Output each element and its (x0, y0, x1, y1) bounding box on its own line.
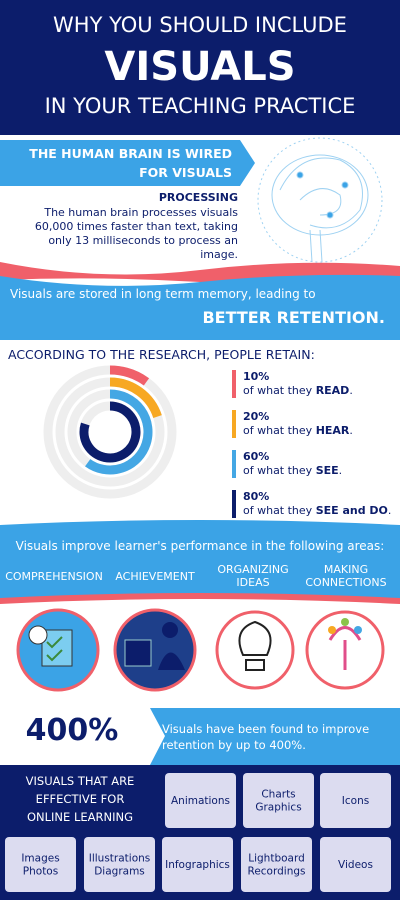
retention-text: of what they READ. (243, 384, 353, 397)
legend-bar (232, 410, 236, 438)
retention-text: of what they SEE and DO. (243, 504, 391, 517)
format-label: Videos (338, 859, 373, 871)
format-label: Illustrations (89, 853, 151, 865)
online-title: VISUALS THAT ARE (26, 774, 135, 788)
format-label: Lightboard (248, 853, 305, 865)
impact-figure: 400% (26, 713, 119, 748)
retention-emph: SEE and DO (316, 504, 388, 517)
area-label: CONNECTIONS (305, 576, 386, 589)
header-band (0, 0, 400, 135)
area-label: ORGANIZING (217, 563, 288, 576)
icons (28, 618, 362, 671)
area-label: ACHIEVEMENT (115, 570, 195, 583)
header-line: IN YOUR TEACHING PRACTICE (45, 94, 356, 118)
processing-text: image. (200, 248, 238, 261)
retention-value: 60% (243, 450, 269, 463)
area-label: MAKING (324, 563, 368, 576)
format-label: Images (21, 853, 59, 865)
impact-text: retention by up to 400%. (162, 738, 306, 752)
retention-post: . (339, 464, 343, 477)
retention-title: ACCORDING TO THE RESEARCH, PEOPLE RETAIN… (8, 347, 315, 362)
format-tile (165, 773, 236, 828)
retention-text: of what they HEAR. (243, 424, 353, 437)
legend-bar (232, 450, 236, 478)
online-title: ONLINE LEARNING (27, 810, 133, 824)
legend-bar (232, 370, 236, 398)
processing-text: The human brain processes visuals (43, 206, 238, 219)
ring-arc (109, 377, 162, 419)
format-tile (84, 837, 155, 892)
retention-post: . (388, 504, 392, 517)
performance-intro: Visuals improve learner's performance in… (16, 539, 385, 553)
retention-post: . (349, 424, 353, 437)
format-label: Photos (23, 866, 58, 878)
format-tile (162, 837, 233, 892)
retention-value: 10% (243, 370, 269, 383)
memory-emphasis: BETTER RETENTION. (202, 308, 385, 327)
format-tile (243, 773, 314, 828)
impact-text: Visuals have been found to improve (162, 722, 369, 736)
retention-emph: SEE (316, 464, 339, 477)
brain-graphic (257, 137, 383, 263)
memory-band (0, 274, 400, 340)
wave (0, 593, 400, 604)
legend-bar (232, 490, 236, 518)
retention-post: . (349, 384, 353, 397)
online-title: EFFECTIVE FOR (36, 792, 125, 806)
banner-arrow (0, 140, 255, 186)
banner-text: THE HUMAN BRAIN IS WIRED (29, 146, 232, 161)
retention-pre: of what they (243, 504, 316, 517)
retention-emph: HEAR (316, 424, 350, 437)
format-label: Graphics (255, 802, 301, 814)
processing-text: 60,000 times faster than text, taking (35, 220, 238, 233)
processing-heading: PROCESSING (159, 191, 238, 204)
retention-value: 80% (243, 490, 269, 503)
format-label: Diagrams (94, 866, 145, 878)
retention-pre: of what they (243, 464, 316, 477)
ring-arc (79, 401, 141, 463)
retention-text: of what they SEE. (243, 464, 342, 477)
format-tile (5, 837, 76, 892)
memory-text: Visuals are stored in long term memory, … (10, 287, 316, 301)
retention-emph: READ (316, 384, 350, 397)
banner-text: FOR VISUALS (139, 165, 232, 180)
format-tile (320, 837, 391, 892)
retention-pre: of what they (243, 384, 316, 397)
ring-arc (109, 365, 150, 386)
performance-band (0, 520, 400, 600)
impact-arrow (150, 708, 400, 765)
format-tile (320, 773, 391, 828)
header-line: WHY YOU SHOULD INCLUDE (53, 13, 347, 37)
format-label: Recordings (248, 866, 306, 878)
format-tile (241, 837, 312, 892)
format-label: Infographics (165, 859, 230, 871)
format-label: Charts (261, 789, 295, 801)
format-label: Animations (171, 795, 230, 807)
area-label: COMPREHENSION (5, 570, 103, 583)
retention-value: 20% (243, 410, 269, 423)
format-label: Icons (342, 795, 369, 807)
area-label: IDEAS (236, 576, 269, 589)
retention-pre: of what they (243, 424, 316, 437)
processing-text: only 13 milliseconds to process an (48, 234, 238, 247)
header-emphasis: VISUALS (104, 44, 295, 90)
ring-arc (85, 389, 153, 475)
